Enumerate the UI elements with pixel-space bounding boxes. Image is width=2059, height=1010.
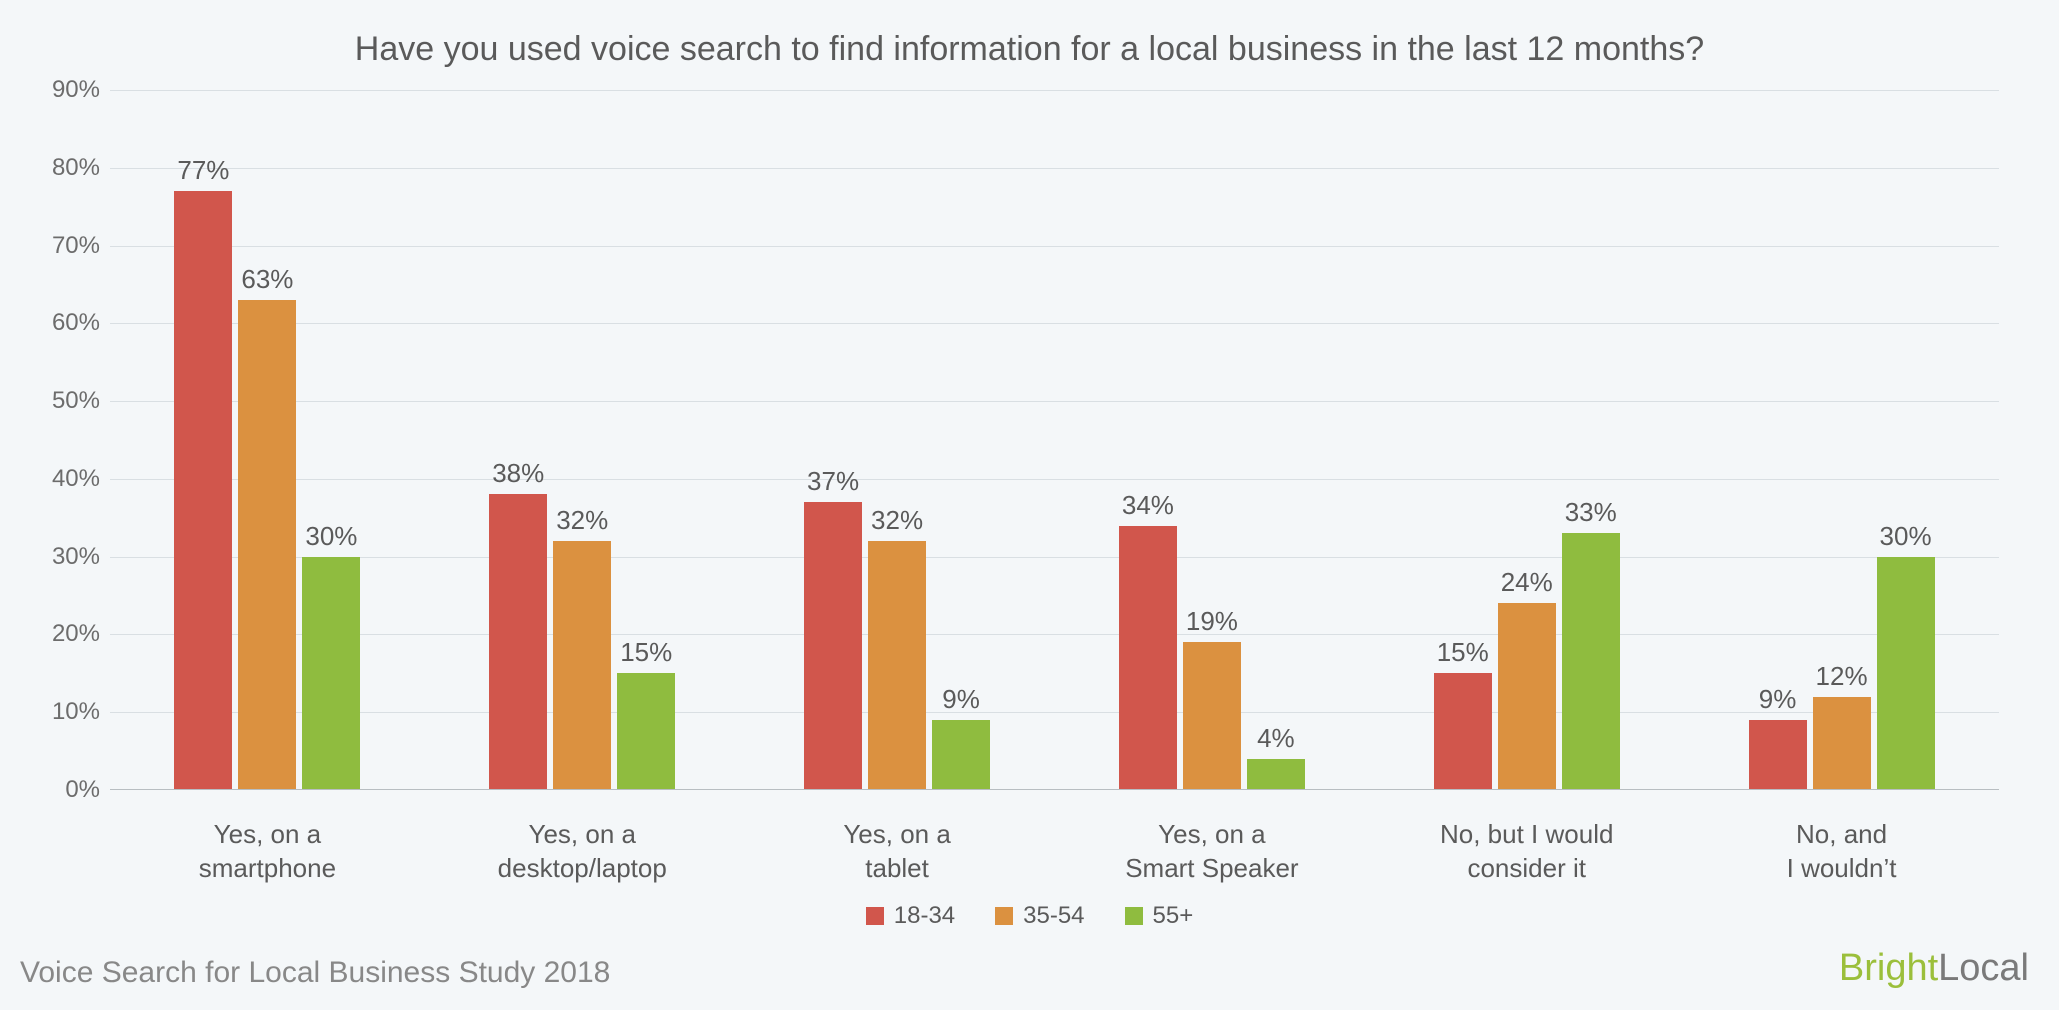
bar-value-label: 24% [1501, 567, 1553, 598]
bar: 34% [1119, 526, 1177, 790]
footer-brand: BrightLocal [1839, 947, 2029, 990]
bar-value-label: 12% [1816, 661, 1868, 692]
legend-label: 55+ [1153, 902, 1194, 930]
bar-group: 37%32%9% [740, 90, 1055, 790]
legend-label: 18-34 [894, 902, 955, 930]
bar: 15% [1434, 673, 1492, 790]
legend: 18-34 35-54 55+ [0, 902, 2059, 930]
x-category-label: Yes, on atablet [740, 810, 1055, 890]
bar-value-label: 4% [1257, 723, 1295, 754]
chart-title: Have you used voice search to find infor… [0, 30, 2059, 69]
bar-group: 15%24%33% [1369, 90, 1684, 790]
bar: 12% [1813, 697, 1871, 790]
bar-value-label: 9% [1759, 684, 1797, 715]
bar-value-label: 19% [1186, 606, 1238, 637]
bar-group: 77%63%30% [110, 90, 425, 790]
y-tick-label: 20% [40, 620, 100, 648]
x-category-label: No, andI wouldn’t [1684, 810, 1999, 890]
bar-value-label: 34% [1122, 490, 1174, 521]
bar-value-label: 77% [177, 155, 229, 186]
bar-value-label: 30% [1880, 521, 1932, 552]
x-category-label: Yes, on asmartphone [110, 810, 425, 890]
x-category-label: Yes, on aSmart Speaker [1054, 810, 1369, 890]
y-tick-label: 0% [40, 776, 100, 804]
bar-group: 34%19%4% [1054, 90, 1369, 790]
bar-value-label: 15% [1437, 637, 1489, 668]
x-axis-line [110, 789, 1999, 790]
bar: 37% [804, 502, 862, 790]
bar-value-label: 63% [241, 264, 293, 295]
legend-swatch [866, 907, 884, 925]
y-axis: 0%10%20%30%40%50%60%70%80%90% [40, 90, 100, 790]
x-category-label: No, but I wouldconsider it [1369, 810, 1684, 890]
bar-value-label: 37% [807, 466, 859, 497]
legend-item: 35-54 [995, 902, 1084, 930]
bar-value-label: 33% [1565, 497, 1617, 528]
bar: 63% [238, 300, 296, 790]
bar-value-label: 9% [942, 684, 980, 715]
brand-part-b: Local [1938, 947, 2029, 989]
bar-value-label: 38% [492, 458, 544, 489]
y-tick-label: 10% [40, 698, 100, 726]
bar: 15% [617, 673, 675, 790]
bar: 24% [1498, 603, 1556, 790]
y-tick-label: 60% [40, 309, 100, 337]
x-axis-labels: Yes, on asmartphoneYes, on adesktop/lapt… [110, 810, 1999, 890]
y-tick-label: 30% [40, 543, 100, 571]
brand-part-a: Bright [1839, 947, 1938, 989]
bar: 4% [1247, 759, 1305, 790]
legend-swatch [1125, 907, 1143, 925]
y-tick-label: 70% [40, 232, 100, 260]
bar: 30% [302, 557, 360, 790]
bar: 9% [932, 720, 990, 790]
legend-swatch [995, 907, 1013, 925]
footer-source: Voice Search for Local Business Study 20… [20, 956, 610, 990]
x-category-label: Yes, on adesktop/laptop [425, 810, 740, 890]
y-tick-label: 80% [40, 154, 100, 182]
bar-group: 9%12%30% [1684, 90, 1999, 790]
bar: 19% [1183, 642, 1241, 790]
bar: 30% [1877, 557, 1935, 790]
bar: 33% [1562, 533, 1620, 790]
legend-item: 18-34 [866, 902, 955, 930]
legend-item: 55+ [1125, 902, 1194, 930]
bar-value-label: 15% [620, 637, 672, 668]
bar-group: 38%32%15% [425, 90, 740, 790]
legend-label: 35-54 [1023, 902, 1084, 930]
chart-container: Have you used voice search to find infor… [0, 0, 2059, 1010]
bar: 77% [174, 191, 232, 790]
bar-value-label: 32% [871, 505, 923, 536]
bar-value-label: 32% [556, 505, 608, 536]
y-tick-label: 50% [40, 387, 100, 415]
bar: 32% [868, 541, 926, 790]
bar-value-label: 30% [305, 521, 357, 552]
bar: 38% [489, 494, 547, 790]
y-tick-label: 40% [40, 465, 100, 493]
plot-area: 0%10%20%30%40%50%60%70%80%90% 77%63%30%3… [110, 90, 1999, 790]
y-tick-label: 90% [40, 76, 100, 104]
bar: 9% [1749, 720, 1807, 790]
bar: 32% [553, 541, 611, 790]
bar-groups: 77%63%30%38%32%15%37%32%9%34%19%4%15%24%… [110, 90, 1999, 790]
